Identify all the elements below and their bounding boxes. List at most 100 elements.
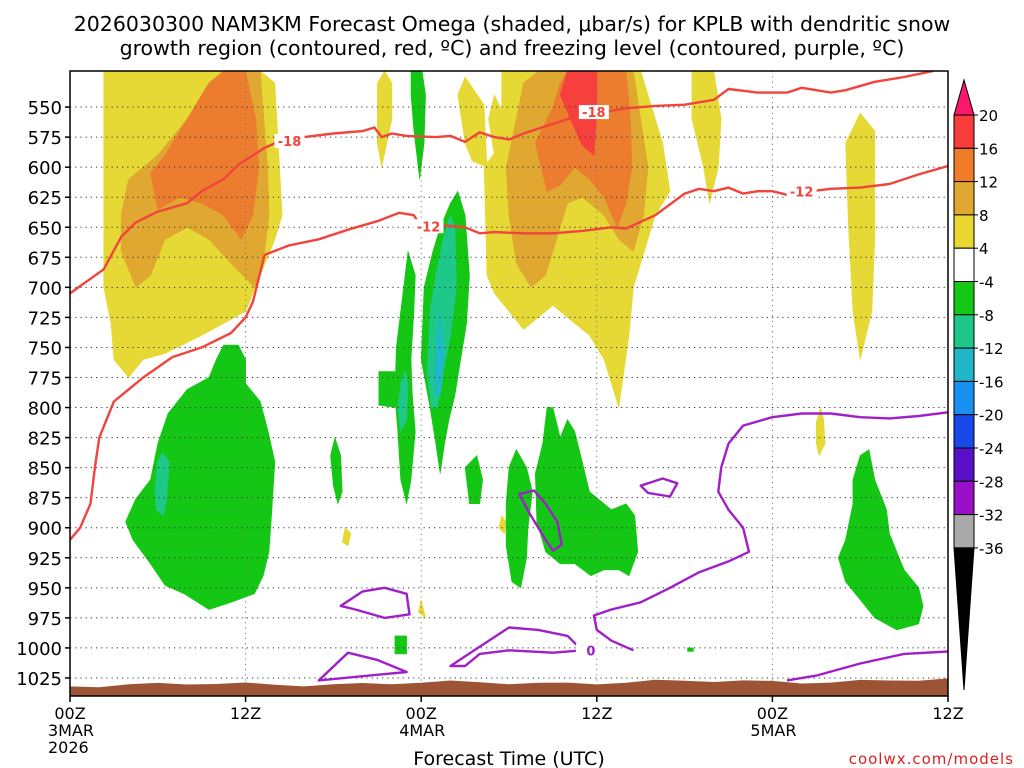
colorbar-swatch-13 <box>953 514 975 549</box>
colorbar-label-8: -12 <box>979 340 1004 358</box>
x-tick-label-0-2: 3MAR <box>48 721 94 740</box>
colorbar-label-12: -28 <box>979 473 1004 491</box>
dgz-label-2: -18 <box>582 106 606 121</box>
x-axis-label: Forecast Time (UTC) <box>413 748 604 768</box>
contour-freezing-blob1 <box>518 489 563 552</box>
y-tick-label-1025: 1025 <box>16 669 62 690</box>
x-tick-label-36-1: 12Z <box>581 704 612 723</box>
colorbar-swatch-12 <box>953 480 975 516</box>
plot-frame <box>69 70 949 697</box>
omega-region-yellow-10 <box>498 515 507 535</box>
colorbar-label-13: -32 <box>979 507 1004 525</box>
y-tick-label-1000: 1000 <box>16 639 62 660</box>
omega-region-yellow-7 <box>845 112 876 360</box>
colorbar-label-1: 20 <box>979 107 998 125</box>
contour-lines <box>70 71 948 682</box>
credit-text: coolwx.com/models <box>849 750 1014 768</box>
omega-region-yellow-2 <box>376 71 393 168</box>
contour-freezing-right <box>592 411 948 652</box>
colorbar-label-11: -24 <box>979 440 1004 458</box>
omega-region-red-1 <box>559 71 598 156</box>
contour-freezing-blob4 <box>639 477 679 498</box>
y-tick-label-650: 650 <box>28 218 62 239</box>
colorbar-label-10: -20 <box>979 407 1004 425</box>
dgz-label-bg-2 <box>578 105 609 120</box>
y-tick-label-550: 550 <box>28 98 62 119</box>
omega-region-teal-3 <box>397 370 409 433</box>
omega-region-yellow-11 <box>417 599 427 619</box>
dgz-label-bg-1 <box>274 133 305 148</box>
contour-freezing-blob2 <box>339 586 411 620</box>
ground-fill <box>70 678 948 696</box>
omega-region-green-1 <box>410 71 426 180</box>
omega-region-green-10 <box>394 635 407 655</box>
colorbar-swatch-8 <box>953 347 975 382</box>
colorbar-swatch-3 <box>953 181 975 216</box>
colorbar-label-2: 16 <box>979 140 998 158</box>
contour-dgz-minus18 <box>264 71 934 149</box>
y-tick-label-800: 800 <box>28 399 62 420</box>
x-tick-label-60-1: 12Z <box>932 704 963 723</box>
chart-title-line2: growth region (contoured, red, ºC) and f… <box>120 36 905 60</box>
colorbar-bottom-arrow <box>953 547 975 691</box>
y-tick-label-675: 675 <box>28 248 62 269</box>
colorbar-top-arrow <box>953 78 975 116</box>
y-tick-label-875: 875 <box>28 489 62 510</box>
colorbar-swatch-6 <box>953 281 975 316</box>
dgz-label-3: -12 <box>417 220 441 235</box>
y-tick-label-625: 625 <box>28 188 62 209</box>
ground-terrain <box>70 678 948 696</box>
omega-region-green-3 <box>330 436 343 505</box>
x-tick-label-48-1: 00Z <box>757 704 788 723</box>
x-tick-label-12-1: 12Z <box>230 704 261 723</box>
x-tick-label-0-1: 00Z <box>54 704 85 723</box>
y-tick-label-750: 750 <box>28 338 62 359</box>
x-tick-label-48-2: 5MAR <box>750 721 796 740</box>
omega-region-green-12 <box>837 449 924 631</box>
omega-region-yellow-6 <box>691 71 722 204</box>
colorbar-label-14: -36 <box>979 540 1004 558</box>
omega-region-green-7 <box>464 455 484 505</box>
colorbar-swatch-7 <box>953 314 975 349</box>
omega-region-green-11 <box>687 647 694 652</box>
plot-area: -18 -18 -12 -12 0 <box>69 70 949 697</box>
dgz-label-bg-4 <box>786 184 817 199</box>
colorbar-label-3: 12 <box>979 174 998 192</box>
colorbar-swatch-2 <box>953 147 975 183</box>
colorbar-swatch-5 <box>953 247 975 282</box>
x-tick-label-0-3: 2026 <box>48 738 89 757</box>
x-tick-label-24-1: 00Z <box>406 704 437 723</box>
omega-region-yellow-9 <box>341 527 352 547</box>
colorbar-swatch-4 <box>953 214 975 249</box>
omega-region-yellow-8 <box>815 406 826 457</box>
y-tick-label-825: 825 <box>28 429 62 450</box>
y-tick-label-900: 900 <box>28 519 62 540</box>
omega-region-green-2 <box>125 344 276 610</box>
y-tick-label-725: 725 <box>28 308 62 329</box>
y-tick-label-975: 975 <box>28 609 62 630</box>
y-tick-label-575: 575 <box>28 128 62 149</box>
dgz-label-1: -18 <box>278 135 302 150</box>
contour-dgz-upper-left <box>70 146 266 295</box>
colorbar-label-6: -4 <box>979 274 994 292</box>
omega-region-green-9 <box>534 407 639 577</box>
colorbar-swatch-1 <box>953 114 975 149</box>
y-tick-label-850: 850 <box>28 459 62 480</box>
contour-labels: -18 -18 -12 -12 0 <box>274 105 817 660</box>
y-tick-label-950: 950 <box>28 579 62 600</box>
grid-lines <box>70 71 948 696</box>
colorbar-label-4: 8 <box>979 207 989 225</box>
colorbar-label-7: -8 <box>979 307 994 325</box>
y-tick-label-775: 775 <box>28 368 62 389</box>
contour-dgz-lower-left <box>70 254 266 541</box>
colorbar-swatch-9 <box>953 380 975 416</box>
freezing-label-bg-1 <box>575 643 606 658</box>
colorbar-swatch-11 <box>953 447 975 482</box>
colorbar-label-9: -16 <box>979 373 1004 391</box>
freezing-label-1: 0 <box>586 645 595 660</box>
y-tick-label-925: 925 <box>28 549 62 570</box>
contour-freezing-blob5 <box>317 651 408 682</box>
x-tick-label-24-2: 4MAR <box>399 721 445 740</box>
